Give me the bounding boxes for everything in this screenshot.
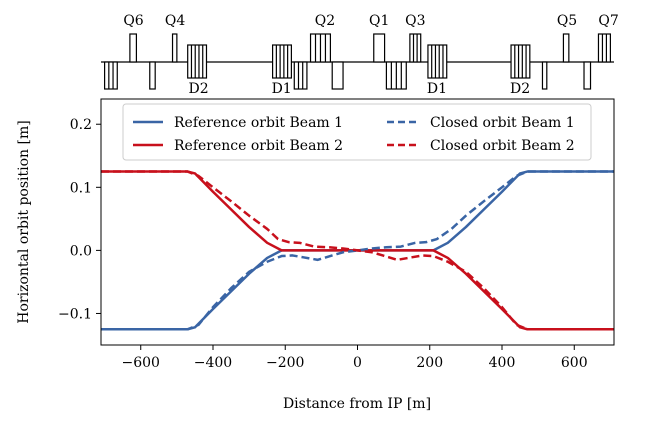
magnet-label-q4: Q4 — [165, 13, 185, 29]
magnet-label-q6: Q6 — [123, 13, 143, 29]
x-tick-label: 0 — [353, 355, 362, 371]
magnet-label-q7: Q7 — [598, 13, 618, 29]
quadrupole-magnet-defocusing — [293, 61, 308, 90]
quadrupole-magnet-defocusing — [149, 61, 156, 90]
dipole-magnet — [510, 44, 531, 79]
legend-label-reference-beam-2: Reference orbit Beam 2 — [174, 138, 343, 154]
quadrupole-magnet-defocusing — [331, 61, 344, 90]
magnet-label-q1: Q1 — [369, 13, 389, 29]
x-tick-label: 600 — [561, 355, 588, 371]
quadrupole-magnet-defocusing — [583, 61, 592, 90]
y-tick-label: 0.1 — [70, 180, 92, 196]
quadrupole-magnet-defocusing — [104, 61, 118, 90]
y-tick-label: −0.1 — [58, 306, 92, 322]
magnet-label-d1: D1 — [427, 81, 447, 97]
y-axis-ticks: −0.1 0.0 0.1 0.2 — [58, 117, 101, 322]
magnet-label-d2: D2 — [510, 81, 530, 97]
x-axis-label: Distance from IP [m] — [283, 396, 431, 412]
y-axis-label: Horizontal orbit position [m] — [16, 120, 32, 323]
y-tick-label: 0.2 — [70, 117, 92, 133]
x-tick-label: −400 — [194, 355, 232, 371]
quadrupole-magnet-focusing — [171, 33, 178, 63]
quadrupole-magnet-focusing — [562, 33, 570, 63]
quadrupole-magnet-focusing — [597, 33, 611, 63]
legend-box — [122, 103, 592, 161]
legend-label-closed-beam-2: Closed orbit Beam 2 — [430, 138, 575, 154]
orbit-plot: −600 −400 −200 0 200 400 600 −0.1 0.0 0.1 0.2 Dis… — [16, 98, 615, 412]
quadrupole-magnet-focusing — [373, 33, 386, 63]
quadrupole-magnet-focusing — [409, 33, 422, 63]
orbit-series-group — [101, 170, 614, 331]
x-axis-ticks: −600 −400 −200 0 200 400 600 — [122, 345, 588, 371]
legend-label-reference-beam-1: Reference orbit Beam 1 — [174, 115, 343, 131]
y-tick-label: 0.0 — [70, 243, 92, 259]
legend: Reference orbit Beam 1 Reference orbit B… — [122, 103, 592, 161]
x-tick-label: 200 — [416, 355, 443, 371]
dipole-magnet — [272, 44, 292, 79]
magnet-lattice-strip: Q6 Q4 Q2 Q1 Q3 Q5 Q7 D2 D1 D1 D2 — [101, 13, 619, 97]
magnet-label-q5: Q5 — [557, 13, 577, 29]
series-line-closed-orbit-beam-2 — [101, 170, 614, 331]
legend-label-closed-beam-1: Closed orbit Beam 1 — [430, 115, 575, 131]
magnet-label-q2: Q2 — [315, 13, 335, 29]
x-tick-label: −600 — [122, 355, 160, 371]
dipole-magnet — [427, 44, 448, 79]
magnet-label-q3: Q3 — [405, 13, 425, 29]
quadrupole-magnet-defocusing — [541, 61, 548, 90]
x-tick-label: −200 — [266, 355, 304, 371]
x-tick-label: 400 — [489, 355, 516, 371]
quadrupole-magnet-focusing — [129, 33, 138, 63]
dipole-magnet — [187, 44, 208, 79]
magnet-label-d2: D2 — [188, 81, 208, 97]
magnet-label-d1: D1 — [272, 81, 292, 97]
